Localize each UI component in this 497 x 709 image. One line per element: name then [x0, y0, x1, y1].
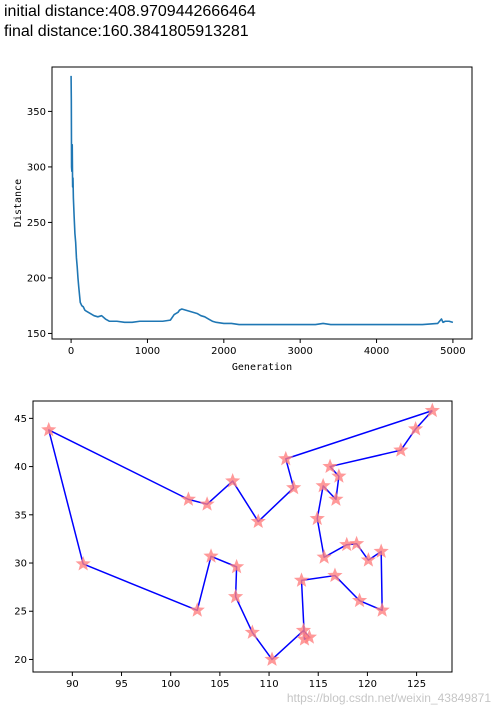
city-star-marker: [41, 421, 57, 437]
distance-y-tick-label: 150: [27, 329, 46, 340]
city-star-marker: [244, 624, 260, 639]
city-star-marker: [393, 442, 409, 457]
route-y-tick-label: 30: [14, 559, 27, 570]
y-axis-label: Distance: [13, 179, 24, 227]
distance-y-tick-label: 250: [27, 218, 46, 229]
initial-distance-label: initial distance:: [4, 3, 109, 20]
city-star-marker: [360, 552, 377, 567]
city-star-marker: [189, 602, 205, 617]
city-star-marker: [293, 572, 310, 587]
city-star-marker: [309, 510, 325, 526]
distance-series-line: [70, 75, 454, 326]
city-star-marker: [301, 629, 317, 644]
distance-x-tick-label: 0: [68, 346, 74, 357]
city-star-marker: [228, 588, 244, 604]
distance-y-tick-label: 350: [27, 107, 46, 118]
route-y-tick-label: 40: [14, 462, 27, 473]
city-star-marker: [75, 555, 91, 571]
city-star-marker: [331, 468, 347, 483]
route-x-tick-label: 95: [115, 679, 128, 690]
distance-x-tick-label: 5000: [440, 346, 465, 357]
route-x-tick-label: 105: [210, 679, 229, 690]
city-star-marker: [296, 631, 313, 646]
route-chart: 90 95 100 105 110 115 120 125 20 25 30 35 40 45: [14, 400, 453, 690]
distance-plot-frame: [51, 66, 473, 340]
final-distance-value: 160.3841805913281: [101, 23, 249, 40]
city-star-marker: [250, 513, 266, 529]
route-y-tick-label: 35: [14, 510, 27, 521]
route-x-tick-label: 110: [260, 679, 279, 690]
city-star-marker: [328, 491, 344, 506]
city-star-marker: [374, 602, 390, 617]
route-x-tick-label: 100: [161, 679, 180, 690]
distance-x-tick-label: 4000: [364, 346, 389, 357]
city-star-marker: [225, 473, 241, 488]
city-star-marker: [373, 543, 389, 558]
city-star-marker: [316, 549, 332, 564]
route-x-tick-label: 90: [66, 679, 79, 690]
final-distance-line: final distance:160.3841805913281: [4, 23, 249, 41]
city-star-marker: [264, 651, 280, 666]
city-star-marker: [199, 496, 215, 511]
initial-distance-value: 408.9709442666464: [108, 3, 256, 20]
city-star-marker: [286, 479, 302, 495]
city-star-marker: [351, 592, 368, 608]
final-distance-label: final distance:: [4, 23, 102, 40]
distance-y-tick-label: 300: [27, 162, 46, 173]
distance-y-tick-label: 200: [27, 273, 46, 284]
route-x-tick-label: 120: [358, 679, 377, 690]
city-star-marker: [278, 450, 294, 466]
route-x-tick-label: 115: [309, 679, 328, 690]
route-y-tick-label: 45: [14, 414, 27, 425]
route-y-tick-label: 25: [14, 607, 27, 618]
x-axis-label: Generation: [232, 362, 292, 373]
city-star-marker: [203, 548, 219, 563]
city-star-marker: [315, 477, 331, 493]
city-star-marker: [295, 622, 312, 637]
city-star-marker: [228, 558, 245, 574]
city-star-marker: [408, 420, 424, 436]
initial-distance-line: initial distance:408.9709442666464: [4, 3, 256, 21]
route-plot-frame: [32, 400, 453, 673]
route-y-tick-label: 20: [14, 655, 27, 666]
distance-x-tick-label: 1000: [135, 346, 160, 357]
distance-x-tick-label: 2000: [211, 346, 236, 357]
watermark: https://blog.csdn.net/weixin_43849871: [286, 691, 491, 705]
city-star-marker: [424, 402, 440, 418]
city-star-marker: [180, 491, 197, 506]
city-star-marker: [327, 567, 343, 583]
route-path-line: [47, 409, 433, 661]
distance-chart: 0 1000 2000 3000 4000 5000 150 200 250 300 350 Gene…: [13, 66, 473, 373]
city-star-marker: [339, 536, 355, 552]
route-x-tick-label: 125: [407, 679, 426, 690]
distance-x-tick-label: 3000: [287, 346, 312, 357]
city-star-marker: [348, 535, 365, 551]
city-star-marker: [322, 458, 338, 474]
